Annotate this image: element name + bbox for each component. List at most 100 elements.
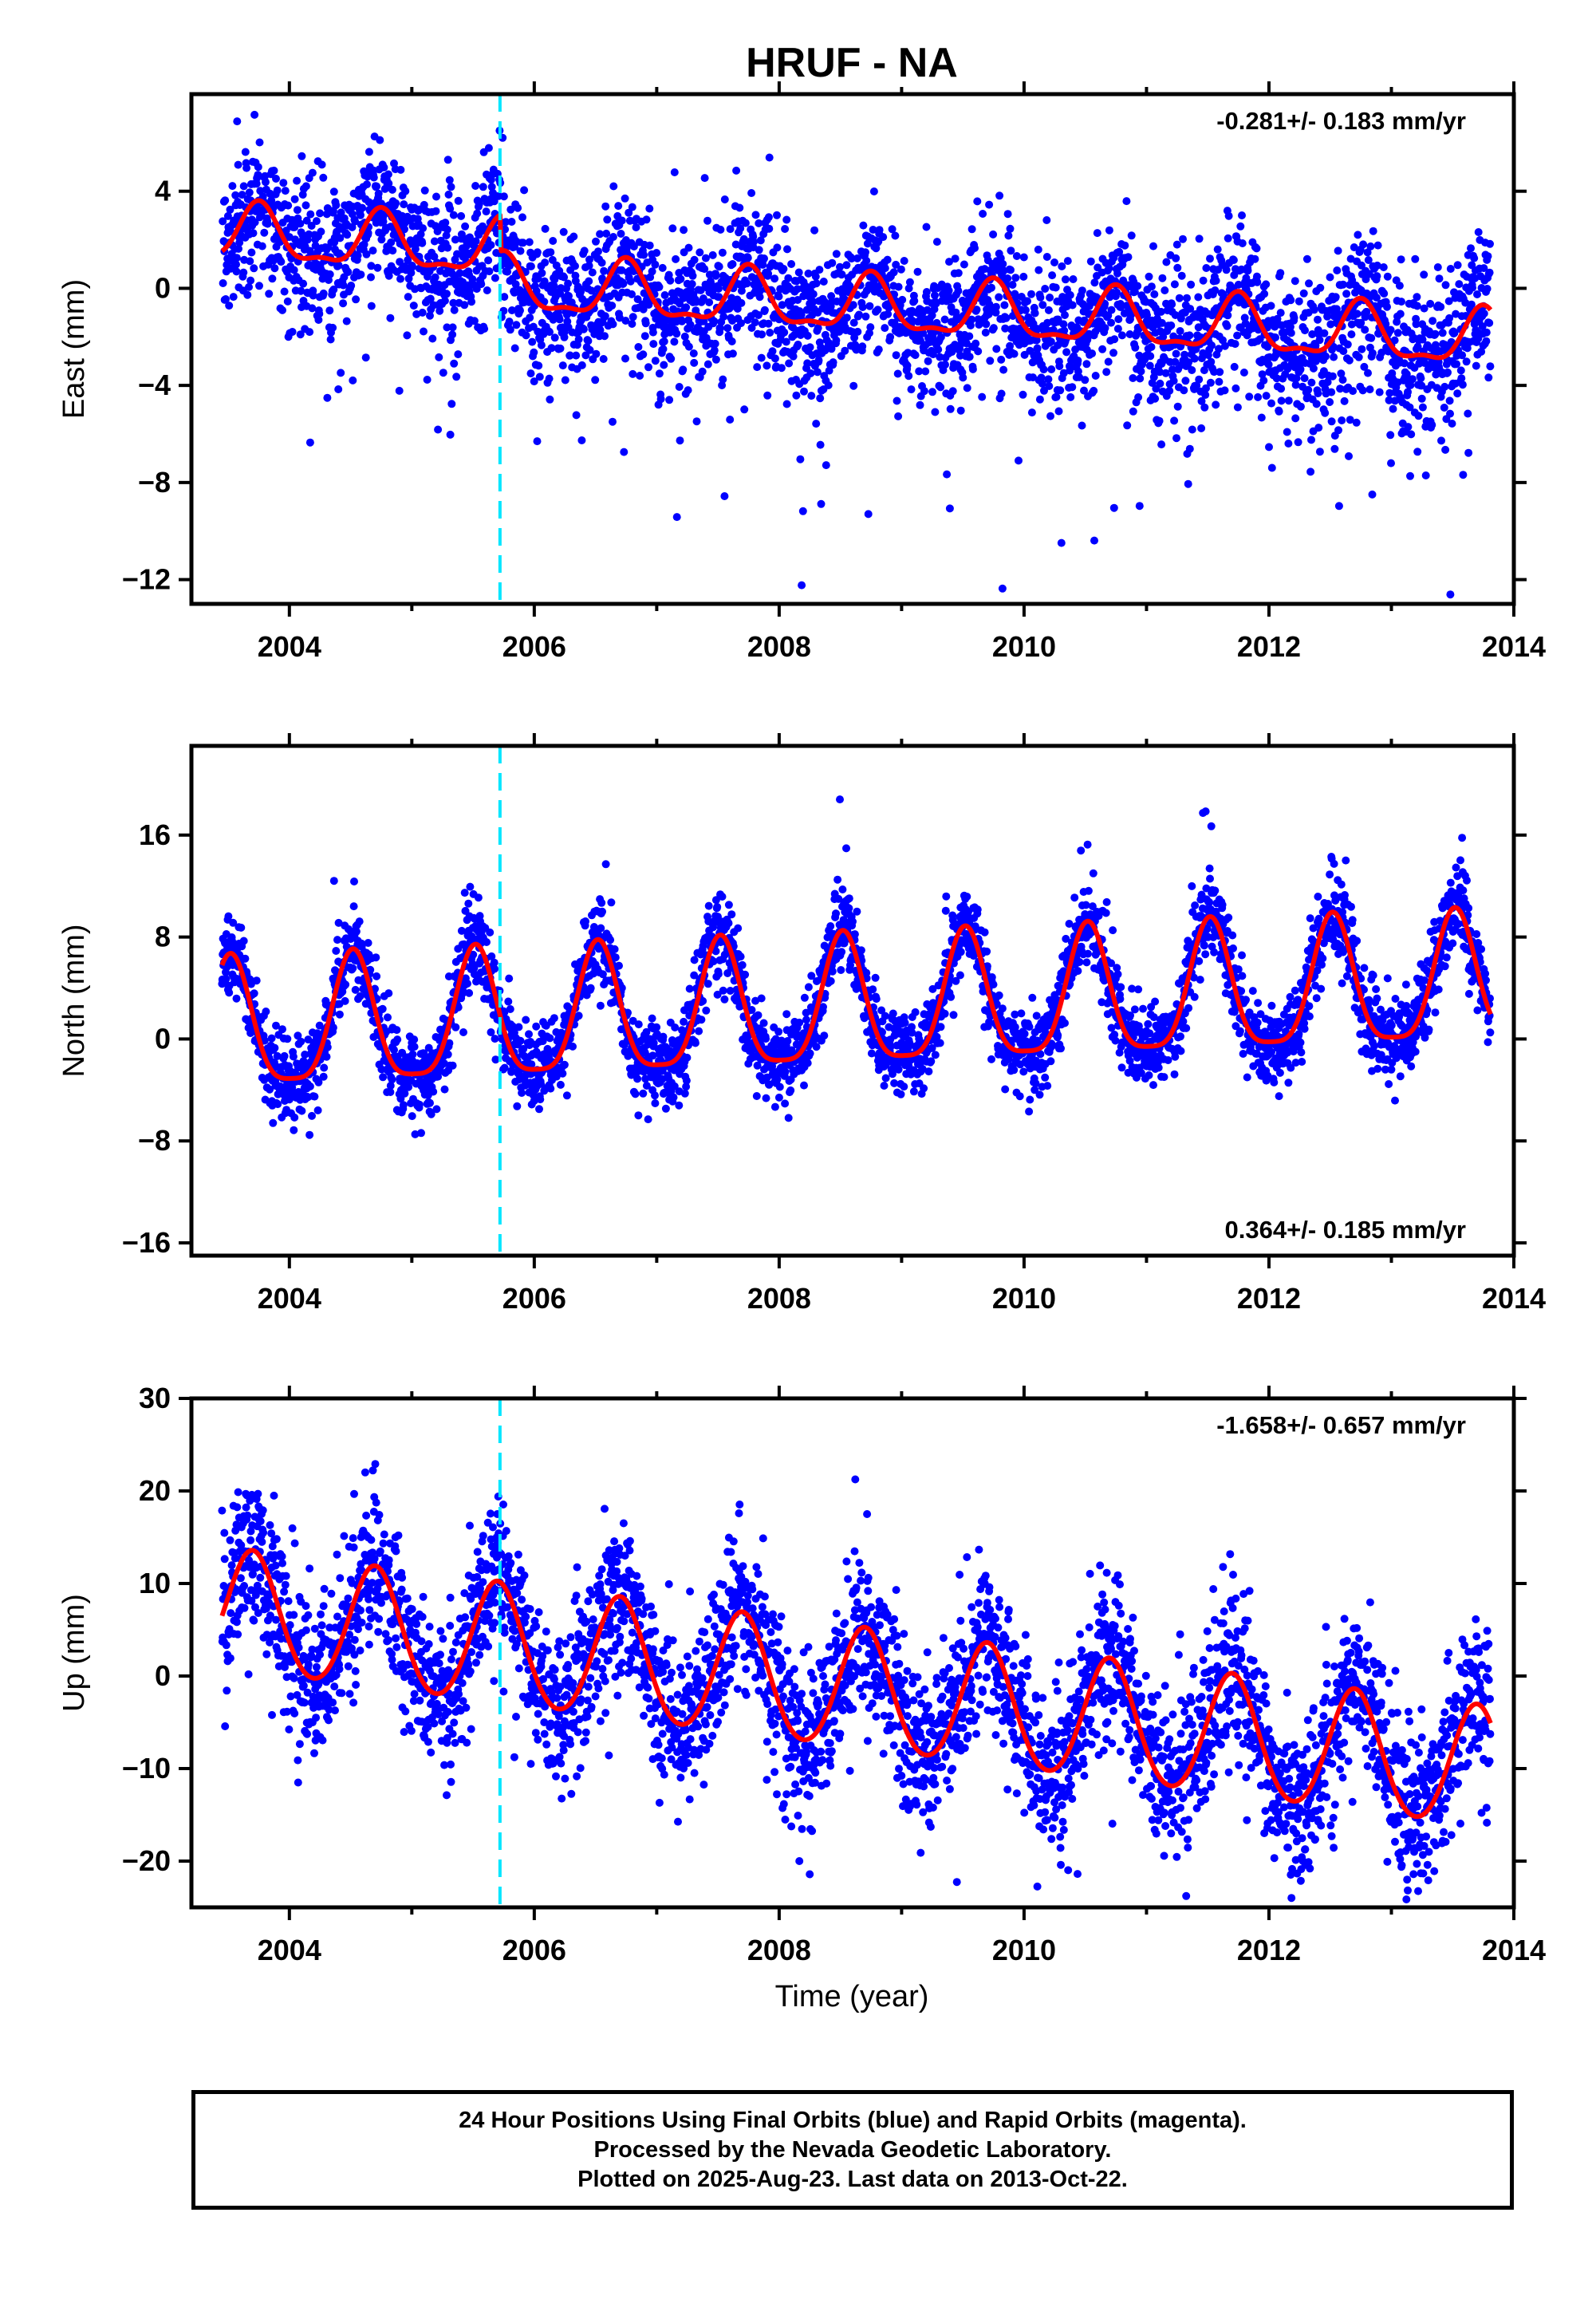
data-point bbox=[585, 345, 594, 354]
data-point bbox=[666, 276, 675, 285]
data-point bbox=[1199, 276, 1208, 285]
data-point bbox=[565, 292, 573, 300]
data-point bbox=[998, 584, 1007, 593]
data-point bbox=[267, 1034, 276, 1043]
data-point bbox=[954, 286, 963, 295]
data-point bbox=[329, 1023, 337, 1032]
data-point bbox=[1482, 337, 1491, 345]
data-point bbox=[651, 260, 660, 269]
data-point bbox=[364, 229, 372, 237]
data-point bbox=[367, 262, 376, 270]
data-point bbox=[881, 264, 889, 273]
data-point bbox=[1367, 333, 1376, 342]
data-point bbox=[812, 279, 821, 288]
data-point bbox=[239, 937, 248, 945]
data-point bbox=[1081, 376, 1090, 385]
data-point bbox=[879, 233, 888, 242]
data-point bbox=[463, 980, 471, 988]
data-point bbox=[1010, 349, 1019, 358]
data-point bbox=[319, 173, 328, 182]
data-point bbox=[655, 369, 664, 378]
data-point bbox=[684, 386, 692, 395]
data-point bbox=[410, 1043, 419, 1051]
data-point bbox=[558, 1069, 567, 1078]
data-point bbox=[290, 1126, 298, 1134]
data-point bbox=[586, 984, 595, 992]
data-point bbox=[460, 301, 469, 310]
data-point bbox=[1484, 252, 1492, 261]
data-point bbox=[707, 282, 716, 290]
data-point bbox=[736, 224, 745, 233]
data-point bbox=[1185, 444, 1194, 453]
data-point bbox=[245, 188, 254, 197]
data-point bbox=[434, 280, 443, 289]
data-point bbox=[905, 278, 914, 286]
data-point bbox=[487, 241, 495, 250]
data-point bbox=[369, 173, 378, 182]
data-point bbox=[609, 233, 617, 241]
data-point bbox=[1375, 388, 1384, 396]
data-point bbox=[1044, 375, 1053, 384]
data-point bbox=[765, 224, 774, 233]
data-point bbox=[610, 945, 619, 953]
data-point bbox=[1230, 362, 1239, 371]
data-point bbox=[268, 274, 277, 283]
data-point bbox=[574, 335, 583, 344]
data-point bbox=[718, 248, 727, 257]
data-point bbox=[603, 215, 612, 224]
data-point bbox=[708, 250, 717, 259]
data-point bbox=[1036, 293, 1045, 302]
data-point bbox=[323, 393, 332, 402]
data-point bbox=[1345, 452, 1353, 460]
data-point bbox=[540, 277, 549, 286]
data-point bbox=[461, 222, 470, 231]
data-point bbox=[1366, 242, 1375, 250]
data-point bbox=[1364, 369, 1372, 377]
data-point bbox=[665, 396, 674, 404]
data-point bbox=[1404, 388, 1412, 396]
data-point bbox=[252, 976, 261, 985]
data-point bbox=[658, 263, 667, 272]
data-point bbox=[1455, 280, 1464, 289]
data-point bbox=[562, 1091, 571, 1100]
data-point bbox=[606, 936, 615, 945]
data-point bbox=[307, 222, 316, 230]
data-point bbox=[238, 191, 246, 199]
data-point bbox=[633, 1075, 642, 1083]
data-point bbox=[1045, 382, 1054, 390]
data-point bbox=[1408, 375, 1417, 384]
data-point bbox=[634, 1020, 643, 1029]
data-point bbox=[766, 329, 774, 337]
data-point bbox=[479, 183, 487, 191]
data-point bbox=[290, 195, 299, 203]
data-point bbox=[865, 302, 874, 310]
data-point bbox=[1315, 336, 1324, 345]
data-point bbox=[941, 361, 949, 369]
data-point bbox=[853, 254, 861, 262]
data-point bbox=[1063, 257, 1072, 266]
data-point bbox=[760, 254, 768, 262]
data-point bbox=[678, 317, 686, 325]
data-point bbox=[989, 230, 998, 239]
data-point bbox=[267, 196, 276, 205]
data-point bbox=[660, 291, 669, 299]
data-point bbox=[849, 301, 857, 310]
data-point bbox=[719, 375, 727, 384]
data-point bbox=[1197, 424, 1206, 432]
data-point bbox=[904, 284, 913, 293]
data-point bbox=[617, 216, 626, 225]
data-point bbox=[440, 297, 449, 305]
data-point bbox=[512, 321, 521, 329]
data-point bbox=[269, 1118, 278, 1127]
data-point bbox=[277, 258, 286, 266]
data-point bbox=[525, 1030, 533, 1039]
data-point bbox=[349, 902, 358, 911]
data-point bbox=[312, 217, 321, 226]
data-point bbox=[526, 369, 535, 378]
data-point bbox=[629, 313, 637, 321]
data-point bbox=[1347, 330, 1356, 339]
data-point bbox=[601, 860, 610, 869]
data-point bbox=[297, 1037, 305, 1046]
x-tick-label: 2010 bbox=[992, 630, 1056, 663]
data-point bbox=[550, 282, 558, 290]
